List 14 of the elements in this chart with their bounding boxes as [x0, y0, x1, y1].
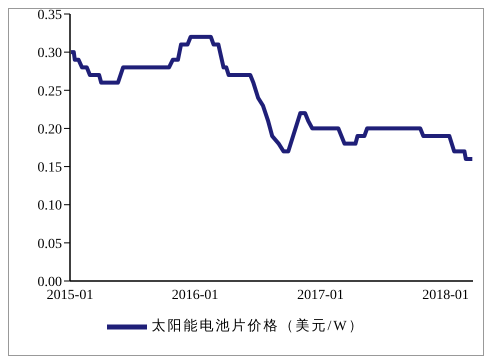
y-tick-label: 0.05 — [38, 236, 62, 252]
legend-label: 太阳能电池片价格（美元/W） — [151, 319, 365, 334]
x-tick-label: 2015-01 — [46, 288, 94, 303]
y-tick-label: 0.25 — [38, 84, 62, 100]
x-tick-label: 2017-01 — [297, 288, 344, 303]
line-series — [70, 34, 473, 161]
y-tick-label: 0.35 — [38, 8, 62, 23]
y-tick-label: 0.00 — [38, 274, 62, 290]
y-tick-label: 0.15 — [38, 160, 62, 176]
y-tick-label: 0.20 — [38, 122, 62, 138]
x-tick-label: 2016-01 — [172, 288, 218, 303]
y-tick-label: 0.10 — [38, 198, 62, 214]
x-tick-label: 2018-01 — [422, 288, 469, 303]
y-tick-label: 0.30 — [38, 46, 62, 62]
